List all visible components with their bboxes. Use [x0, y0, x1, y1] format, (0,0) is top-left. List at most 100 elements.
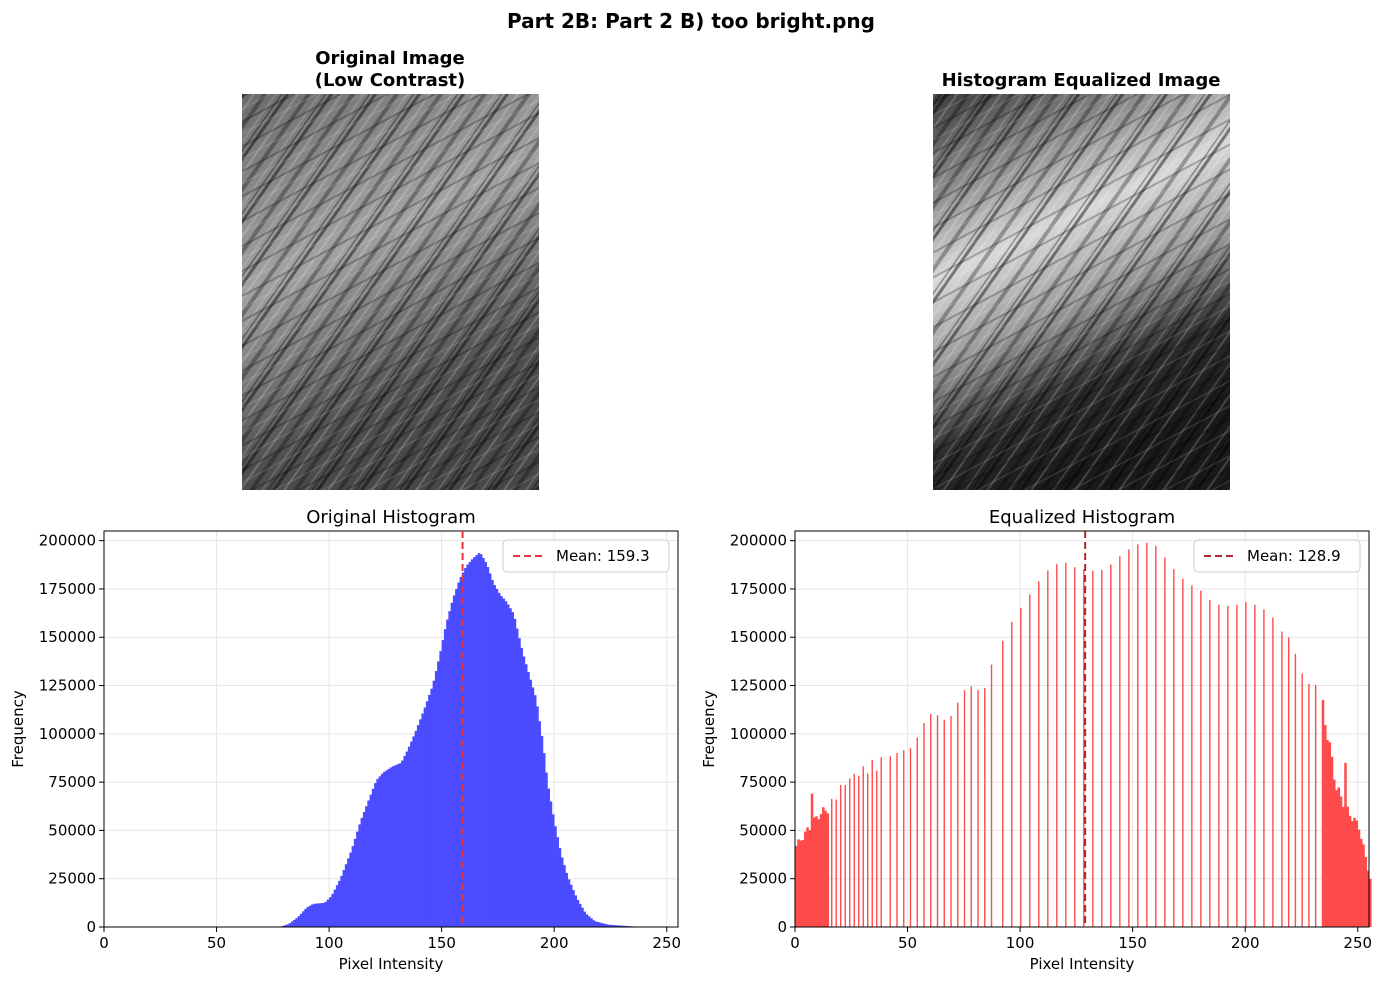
- original-image-title-line2: (Low Contrast): [315, 70, 466, 91]
- equalized-bar: [1357, 829, 1361, 927]
- equalized-xtick-label: 250: [1343, 934, 1372, 952]
- equalized-xtick-label: 200: [1231, 934, 1260, 952]
- equalized-bar: [950, 715, 952, 927]
- original-bar: [295, 918, 298, 927]
- original-bar: [556, 837, 559, 927]
- equalized-bar: [1341, 806, 1345, 927]
- equalized-bar: [1323, 725, 1327, 927]
- original-xtick-label: 200: [540, 934, 569, 952]
- equalized-bar: [963, 690, 966, 927]
- equalized-ytick-label: 100000: [730, 725, 787, 743]
- equalized-bar: [1092, 570, 1094, 927]
- original-bar: [545, 772, 548, 927]
- equalized-ytick-label: 50000: [739, 821, 787, 839]
- original-xtick-label: 50: [207, 934, 226, 952]
- equalized-bar: [1074, 567, 1076, 927]
- original-bar: [599, 922, 602, 927]
- equalized-bar: [819, 814, 823, 927]
- equalized-bar: [936, 715, 939, 927]
- equalized-bar: [1332, 779, 1336, 927]
- original-bar: [349, 852, 352, 927]
- original-bar: [450, 602, 454, 927]
- equalized-ytick-label: 75000: [739, 773, 787, 791]
- original-bar: [317, 903, 321, 927]
- original-legend: Mean: 159.3: [502, 539, 670, 573]
- original-bar: [423, 707, 427, 927]
- original-bar: [288, 923, 292, 927]
- original-bar: [293, 919, 296, 927]
- equalized-bars: [795, 542, 1372, 927]
- original-bar: [533, 695, 537, 927]
- original-ytick-label: 125000: [39, 677, 96, 695]
- original-bar: [448, 611, 451, 927]
- original-bar: [320, 903, 323, 927]
- equalized-bar: [831, 799, 833, 927]
- equalized-bar: [826, 813, 830, 927]
- equalized-bar: [1002, 640, 1004, 927]
- original-bar: [540, 736, 544, 927]
- equalized-bar: [1314, 684, 1317, 927]
- equalized-bar: [1321, 699, 1325, 927]
- equalized-bar: [930, 714, 932, 927]
- original-bar: [311, 904, 314, 927]
- original-histogram-chart: 0 50 100 150 200 250 0 25000 50000 75000 100000 125…: [9, 507, 681, 973]
- equalized-bar: [806, 827, 809, 927]
- equalized-bar: [1301, 673, 1303, 927]
- original-bar: [529, 679, 532, 927]
- original-bar: [414, 730, 418, 927]
- equalized-bar: [1020, 607, 1022, 927]
- equalized-bar: [876, 770, 878, 927]
- original-bar: [583, 911, 587, 927]
- original-legend-label: Mean: 159.3: [556, 547, 650, 565]
- equalized-bar: [1287, 637, 1290, 927]
- original-bar: [374, 783, 377, 927]
- original-bar: [576, 899, 580, 927]
- original-image-title-line1: Original Image: [315, 48, 465, 69]
- equalized-bar: [903, 750, 905, 927]
- equalized-bar: [1083, 569, 1085, 927]
- equalized-bar: [1353, 817, 1356, 927]
- original-axes-frame: [103, 530, 679, 928]
- equalized-legend: Mean: 128.9: [1193, 539, 1361, 573]
- equalized-bar: [840, 784, 842, 927]
- figure-suptitle: Part 2B: Part 2 B) too bright.png: [507, 9, 875, 33]
- equalized-bar: [797, 839, 800, 927]
- original-bar: [365, 806, 368, 927]
- equalized-bar: [795, 845, 798, 927]
- equalized-bar: [1227, 605, 1229, 927]
- original-bar: [486, 567, 490, 927]
- original-bar: [466, 564, 469, 927]
- original-bar: [360, 817, 364, 927]
- original-ytick-label: 0: [86, 918, 96, 936]
- original-bar: [378, 776, 382, 927]
- equalized-bar: [1344, 762, 1347, 927]
- equalized-bar: [871, 759, 873, 927]
- equalized-bar: [1038, 581, 1040, 927]
- original-bar: [369, 794, 373, 927]
- original-bar: [432, 680, 436, 927]
- original-bar: [524, 664, 528, 927]
- equalized-bar: [808, 830, 812, 927]
- equalized-bar: [1362, 844, 1365, 927]
- equalized-bar: [1218, 604, 1220, 927]
- equalized-ytick-label: 200000: [730, 532, 787, 550]
- equalized-bar: [824, 810, 827, 927]
- original-bar: [497, 592, 501, 927]
- original-xtick-label: 0: [99, 934, 109, 952]
- equalized-bar: [822, 807, 825, 927]
- original-bar: [297, 916, 301, 927]
- original-bars: [279, 553, 645, 927]
- equalized-bar: [813, 817, 816, 927]
- equalized-bar: [1209, 599, 1211, 927]
- original-bar: [477, 553, 481, 927]
- original-bar: [446, 619, 449, 927]
- equalized-bar: [1346, 806, 1350, 927]
- original-bar: [594, 921, 598, 927]
- equalized-bar: [1137, 544, 1139, 927]
- equalized-bar: [804, 831, 807, 927]
- equalized-image-texture-2: [933, 94, 1230, 490]
- original-bar: [484, 561, 487, 927]
- original-bar: [619, 925, 623, 927]
- original-bar: [281, 925, 285, 927]
- original-bar: [401, 760, 404, 927]
